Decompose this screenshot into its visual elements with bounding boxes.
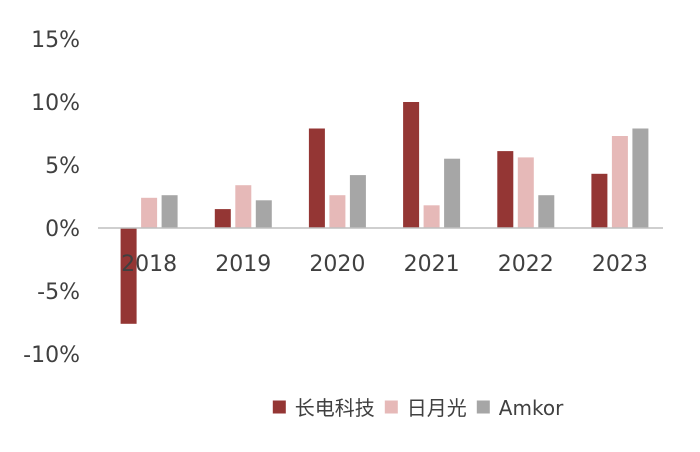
- y-tick-label: 5%: [45, 154, 80, 179]
- bar: [423, 205, 440, 228]
- bar: [517, 157, 534, 228]
- legend-swatch: [272, 400, 286, 414]
- y-tick-label: 10%: [31, 91, 80, 116]
- legend-item: Amkor: [476, 396, 564, 420]
- bar: [444, 158, 461, 228]
- y-tick-label: 15%: [31, 28, 80, 53]
- bar: [632, 128, 649, 228]
- legend: 长电科技 日月光 Amkor: [272, 396, 564, 420]
- bar: [235, 185, 252, 228]
- bar: [497, 151, 514, 228]
- bar: [255, 200, 272, 228]
- legend-item: 日月光: [384, 396, 467, 420]
- y-tick-label: 0%: [45, 217, 80, 242]
- bar: [141, 197, 158, 228]
- x-tick-label: 2022: [498, 252, 554, 277]
- y-axis: 15% 10% 5% 0% -5% -10%: [23, 28, 80, 368]
- bar: [329, 195, 346, 228]
- x-tick-label: 2019: [215, 252, 271, 277]
- x-tick-label: 2020: [309, 252, 365, 277]
- bar: [403, 102, 420, 228]
- legend-item: 长电科技: [272, 396, 375, 420]
- legend-label: 日月光: [407, 396, 467, 420]
- y-tick-label: -5%: [37, 280, 80, 305]
- bar: [308, 128, 325, 228]
- x-tick-label: 2021: [404, 252, 460, 277]
- legend-label: 长电科技: [295, 396, 375, 420]
- legend-swatch: [476, 400, 490, 414]
- x-axis: 2018 2019 2020 2021 2022 2023: [121, 252, 648, 277]
- x-tick-label: 2018: [121, 252, 177, 277]
- bar: [591, 173, 608, 228]
- bar: [214, 209, 231, 228]
- bar: [161, 195, 178, 228]
- bar: [349, 175, 366, 228]
- y-tick-label: -10%: [23, 343, 80, 368]
- legend-label: Amkor: [499, 396, 564, 420]
- legend-swatch: [384, 400, 398, 414]
- bar: [538, 195, 555, 228]
- plot-area: [120, 102, 649, 324]
- x-tick-label: 2023: [592, 252, 648, 277]
- bar: [120, 228, 137, 324]
- bar: [611, 136, 628, 228]
